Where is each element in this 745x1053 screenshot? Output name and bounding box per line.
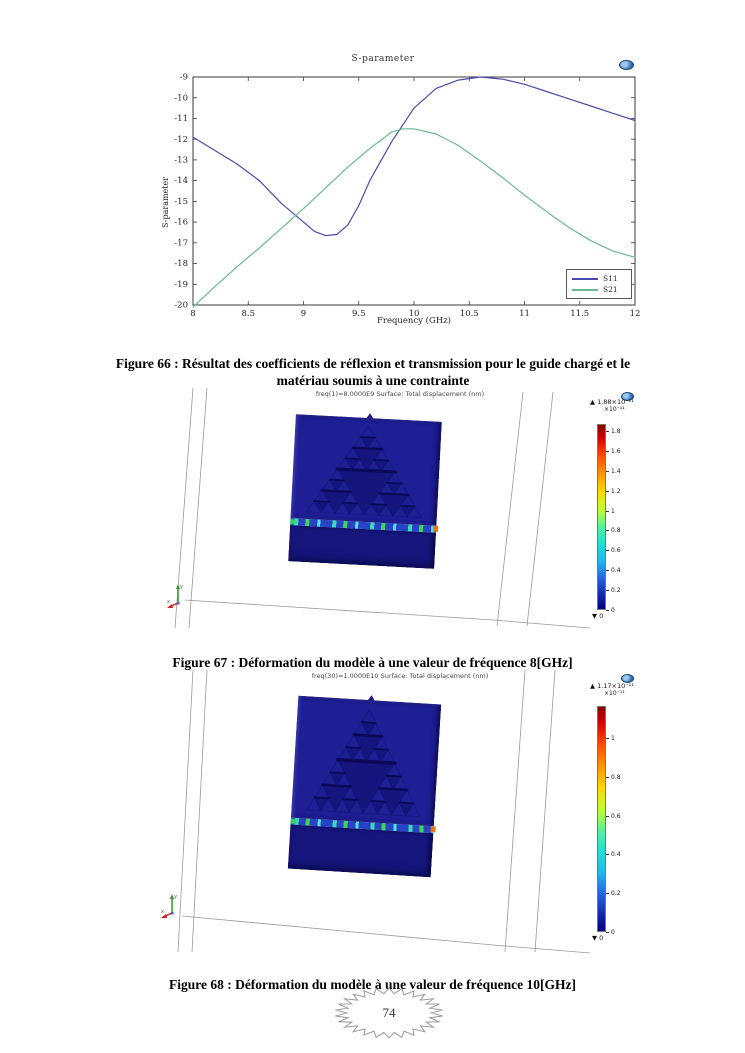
stripe-right-hotspot [432, 525, 439, 532]
block-top-face [290, 695, 442, 827]
comsol-logo-icon [621, 392, 634, 401]
svg-text:x: x [161, 909, 164, 915]
chart-legend: S11 S21 [566, 269, 632, 299]
comsol-plot-title: freq(30)=1.0000E10 Surface: Total displa… [311, 672, 489, 680]
s11-line-swatch [572, 277, 598, 280]
svg-text:10.5: 10.5 [460, 309, 479, 319]
stripe-right-hotspot [430, 826, 436, 833]
comsol-logo-icon [619, 60, 634, 70]
colorbar-max-label: ▲ 1.88×10⁻¹¹ [590, 398, 634, 406]
s21-line-swatch [572, 288, 598, 291]
comsol-plot-title: freq(1)=8.0000E9 Surface: Total displace… [315, 390, 485, 398]
stripe-left-hotspot [290, 519, 296, 525]
svg-text:-15: -15 [174, 197, 188, 207]
simulated-model-block [288, 412, 442, 569]
svg-text:10: 10 [409, 309, 420, 319]
colorbar-gradient [597, 424, 606, 610]
svg-text:12: 12 [630, 309, 641, 319]
page-number-badge: 74 [331, 984, 447, 1042]
figure-67-caption: Figure 67 : Déformation du modèle à une … [172, 654, 573, 670]
figure-66-caption: Figure 66 : Résultat des coefficients de… [115, 355, 631, 389]
svg-text:11.5: 11.5 [570, 309, 589, 319]
comsol-figure-8ghz: freq(1)=8.0000E9 Surface: Total displace… [160, 388, 642, 634]
colorbar: ▲ 1.17×10⁻¹¹ ×10⁻¹¹ 1 0.8 0.6 0.4 0.2 0 ▼ 0 [590, 682, 642, 950]
svg-text:-14: -14 [174, 176, 188, 186]
comsol-figure-10ghz: freq(30)=1.0000E10 Surface: Total displa… [160, 670, 642, 960]
colorbar-scale-label: ×10⁻¹¹ [604, 690, 625, 697]
colorbar-min-label: ▼ 0 [592, 612, 604, 620]
svg-text:y: y [174, 894, 177, 900]
chart-title: S-parameter [351, 54, 415, 64]
colorbar-ticks: 1.8 1.6 1.4 1.2 1 0.8 0.6 0.4 0.2 0 [606, 424, 640, 614]
svg-text:-17: -17 [174, 238, 188, 248]
stripe-left-hotspot [290, 818, 296, 824]
sierpinski-fractal-pattern [305, 708, 421, 818]
starburst-decoration [335, 987, 443, 1039]
perspective-wireframe [177, 670, 591, 954]
svg-text:-18: -18 [174, 259, 188, 269]
svg-text:9.5: 9.5 [352, 309, 366, 319]
svg-text:x: x [167, 599, 170, 605]
svg-text:-13: -13 [174, 156, 188, 166]
svg-text:-12: -12 [174, 135, 188, 145]
chart-y-axis-label: S-parameter [161, 176, 170, 228]
colorbar: ▲ 1.88×10⁻¹¹ ×10⁻¹¹ 1.8 1.6 1.4 1.2 1 0.8 0.6 0… [590, 398, 642, 628]
svg-text:8: 8 [190, 309, 195, 319]
block-side-face [287, 824, 434, 878]
legend-entry-s21: S21 [572, 284, 627, 295]
colorbar-ticks: 1 0.8 0.6 0.4 0.2 0 [606, 706, 640, 936]
s-parameter-chart: S-parameter -9 -10 -11 -12 -13 -14 -15 -16 -17 -1… [160, 52, 642, 338]
colorbar-scale-label: ×10⁻¹¹ [604, 406, 625, 413]
svg-text:-19: -19 [174, 280, 188, 290]
svg-text:8.5: 8.5 [241, 309, 255, 319]
comsol-logo-icon [621, 674, 634, 683]
block-top-face [290, 414, 442, 526]
svg-text:11: 11 [519, 309, 530, 319]
svg-text:-10: -10 [174, 93, 188, 103]
sierpinski-fractal-pattern [305, 425, 423, 519]
page-number: 74 [382, 1005, 396, 1020]
colorbar-min-label: ▼ 0 [592, 934, 604, 942]
legend-label: S21 [603, 285, 618, 294]
colorbar-max-label: ▲ 1.17×10⁻¹¹ [590, 682, 634, 690]
legend-entry-s11: S11 [572, 273, 627, 284]
chart-x-axis-label: Frequency (GHz) [377, 316, 451, 326]
svg-text:-16: -16 [174, 218, 188, 228]
simulated-model-block [287, 694, 442, 878]
svg-text:9: 9 [301, 309, 306, 319]
svg-text:-9: -9 [180, 73, 188, 83]
legend-label: S11 [603, 274, 618, 283]
svg-text:y: y [180, 584, 183, 590]
chart-plot-area: -9 -10 -11 -12 -13 -14 -15 -16 -17 -18 -19 -208 8.5 9… [174, 73, 641, 319]
figure-68-caption: Figure 68 : Déformation du modèle à une … [168, 976, 577, 992]
svg-text:-11: -11 [174, 114, 188, 124]
colorbar-gradient [597, 706, 606, 932]
svg-text:-20: -20 [174, 301, 188, 311]
